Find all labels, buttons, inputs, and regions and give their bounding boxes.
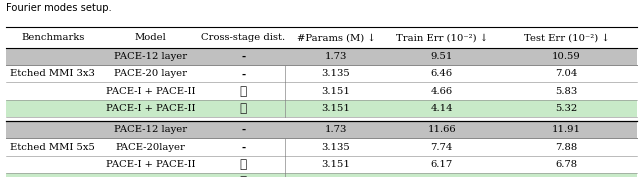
Text: 5.83: 5.83 — [556, 87, 577, 96]
Text: 1.73: 1.73 — [325, 125, 347, 134]
Text: 3.151: 3.151 — [321, 87, 351, 96]
Text: PACE-I + PACE-II: PACE-I + PACE-II — [106, 160, 195, 169]
Text: Test Err (10⁻²) ↓: Test Err (10⁻²) ↓ — [524, 33, 609, 42]
Text: 3.135: 3.135 — [322, 143, 350, 152]
Text: 3.151: 3.151 — [321, 104, 351, 113]
Text: 6.78: 6.78 — [556, 160, 577, 169]
Text: 7.04: 7.04 — [556, 69, 577, 78]
Text: PACE-12 layer: PACE-12 layer — [114, 125, 187, 134]
Text: 7.88: 7.88 — [556, 143, 577, 152]
Text: #Params (M) ↓: #Params (M) ↓ — [296, 33, 376, 42]
Text: 11.91: 11.91 — [552, 125, 581, 134]
Bar — [6, 100, 637, 117]
Text: 4.66: 4.66 — [431, 87, 452, 96]
Text: 9.51: 9.51 — [431, 52, 452, 61]
Text: PACE-I + PACE-II: PACE-I + PACE-II — [106, 87, 195, 96]
Text: -: - — [241, 52, 245, 61]
Text: 3.135: 3.135 — [322, 69, 350, 78]
Bar — [6, 48, 637, 65]
Text: ✗: ✗ — [239, 158, 247, 171]
Bar — [6, 173, 637, 177]
Text: -: - — [241, 69, 245, 78]
Text: 10.59: 10.59 — [552, 52, 580, 61]
Text: PACE-12 layer: PACE-12 layer — [114, 52, 187, 61]
Text: PACE-20 layer: PACE-20 layer — [114, 69, 187, 78]
Text: PACE-I + PACE-II: PACE-I + PACE-II — [106, 104, 195, 113]
Text: -: - — [241, 125, 245, 134]
Text: 4.14: 4.14 — [430, 104, 453, 113]
Bar — [6, 121, 637, 138]
Text: Cross-stage dist.: Cross-stage dist. — [201, 33, 285, 42]
Text: Fourier modes setup.: Fourier modes setup. — [6, 3, 112, 13]
Text: 1.73: 1.73 — [325, 52, 347, 61]
Bar — [6, 48, 637, 65]
Text: Train Err (10⁻²) ↓: Train Err (10⁻²) ↓ — [396, 33, 488, 42]
Text: 3.151: 3.151 — [321, 160, 351, 169]
Text: 7.74: 7.74 — [431, 143, 452, 152]
Text: Etched MMI 3x3: Etched MMI 3x3 — [10, 69, 95, 78]
Text: #Params (M) ↓: #Params (M) ↓ — [296, 33, 376, 42]
Text: -: - — [241, 143, 245, 152]
Text: Benchmarks: Benchmarks — [21, 33, 84, 42]
Text: ✗: ✗ — [239, 85, 247, 98]
Text: Train Err (10⁻²) ↓: Train Err (10⁻²) ↓ — [396, 33, 488, 42]
Text: 11.66: 11.66 — [428, 125, 456, 134]
Text: 6.46: 6.46 — [431, 69, 452, 78]
Text: 5.32: 5.32 — [556, 104, 577, 113]
Text: Model: Model — [134, 33, 166, 42]
Text: Etched MMI 5x5: Etched MMI 5x5 — [10, 143, 95, 152]
Text: Test Err (10⁻²) ↓: Test Err (10⁻²) ↓ — [524, 33, 609, 42]
Text: PACE-20layer: PACE-20layer — [115, 143, 186, 152]
Text: ✓: ✓ — [239, 175, 247, 177]
Text: 6.17: 6.17 — [431, 160, 452, 169]
Text: ✓: ✓ — [239, 102, 247, 115]
Bar — [6, 121, 637, 138]
